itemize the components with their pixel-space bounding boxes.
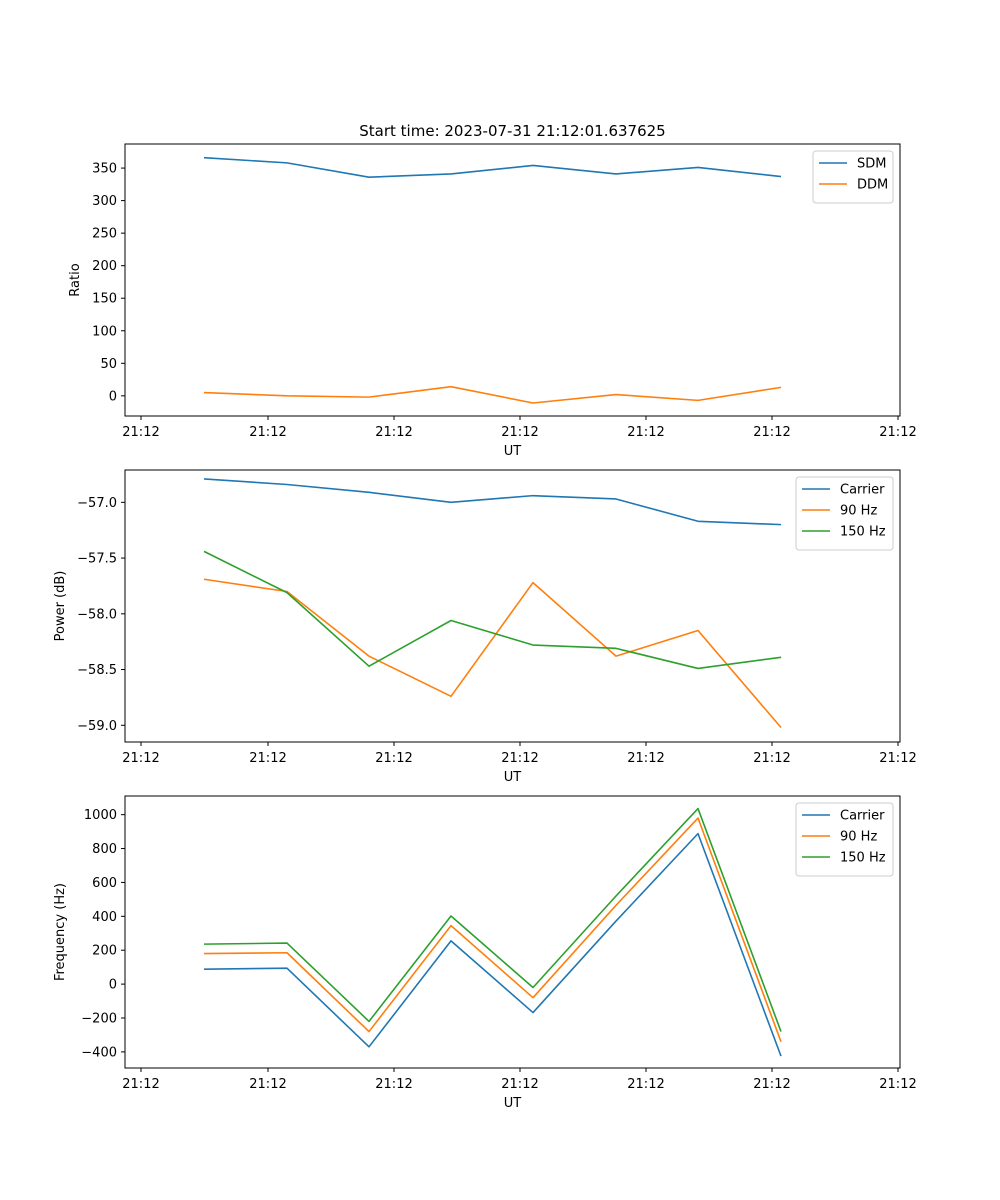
x-tick-label: 21:12 [627,425,664,440]
x-tick-label: 21:12 [627,1077,664,1092]
y-tick-label: −58.0 [77,607,117,622]
x-tick-label: 21:12 [627,751,664,766]
y-tick-label: 0 [109,389,117,404]
y-tick-label: 400 [92,910,117,925]
y-tick-label: 0 [109,978,117,993]
x-tick-label: 21:12 [501,751,538,766]
x-tick-label: 21:12 [249,1077,286,1092]
y-tick-label: 200 [92,944,117,959]
chart-panel-2: 21:12 21:12 21:12 21:12 21:12 21:12 21:12 −59.0… [53,469,917,785]
x-tick-label: 21:12 [249,425,286,440]
chart-panel-3: 21:12 21:12 21:12 21:12 21:12 21:12 21:12 −400 −… [53,795,917,1111]
y-tick-label: 600 [92,876,117,891]
x-axis-label: UT [504,444,522,459]
y-tick-label: 250 [92,227,117,242]
y-tick-label: 800 [92,842,117,857]
x-tick-label: 21:12 [375,1077,412,1092]
y-tick-label: −57.5 [77,552,117,567]
series-line-150-hz [203,550,782,670]
series-line-90-hz [203,578,782,729]
x-tick-label: 21:12 [375,751,412,766]
x-tick-label: 21:12 [122,1077,159,1092]
y-tick-label: 50 [100,357,117,372]
y-tick-label: −400 [81,1045,117,1060]
series-line-90-hz [203,817,782,1043]
chart-panel-1: 21:12 21:12 21:12 21:12 21:12 21:12 21:12 0 50 10… [68,143,917,459]
figure-title: Start time: 2023-07-31 21:12:01.637625 [359,122,665,140]
x-axis-label: UT [504,770,522,785]
x-tick-label: 21:12 [753,751,790,766]
x-axis-label: UT [504,1096,522,1111]
x-tick-label: 21:12 [879,425,916,440]
legend-label: 90 Hz [840,830,877,845]
y-tick-label: 150 [92,292,117,307]
y-axis-label: Power (dB) [53,571,68,642]
y-tick-label: −58.5 [77,663,117,678]
x-tick-label: 21:12 [122,425,159,440]
legend-label: Carrier [840,809,885,824]
y-tick-label: 1000 [84,808,117,823]
axes-frame [124,469,901,743]
axes-frame [124,143,901,417]
x-tick-label: 21:12 [501,1077,538,1092]
x-tick-label: 21:12 [879,1077,916,1092]
y-axis-label: Frequency (Hz) [53,883,68,981]
legend-label: 90 Hz [840,504,877,519]
y-tick-label: 300 [92,194,117,209]
x-tick-label: 21:12 [753,1077,790,1092]
y-tick-label: 100 [92,324,117,339]
y-tick-label: −200 [81,1012,117,1027]
y-tick-label: 200 [92,259,117,274]
series-line-carrier [203,478,782,526]
series-line-ddm [203,385,782,404]
series-line-carrier [203,832,782,1057]
series-line-150-hz [203,807,782,1032]
x-tick-label: 21:12 [753,425,790,440]
y-tick-label: 350 [92,162,117,177]
series-line-sdm [203,156,782,178]
x-tick-label: 21:12 [249,751,286,766]
x-tick-label: 21:12 [122,751,159,766]
y-axis-label: Ratio [68,263,83,296]
legend-label: SDM [857,157,886,172]
y-tick-label: −57.0 [77,496,117,511]
legend-label: DDM [857,178,888,193]
y-tick-label: −59.0 [77,719,117,734]
legend [812,150,894,204]
legend-label: 150 Hz [840,851,886,866]
x-tick-label: 21:12 [879,751,916,766]
legend-label: Carrier [840,483,885,498]
legend-label: 150 Hz [840,525,886,540]
x-tick-label: 21:12 [375,425,412,440]
x-tick-label: 21:12 [501,425,538,440]
axes-frame [124,795,901,1069]
